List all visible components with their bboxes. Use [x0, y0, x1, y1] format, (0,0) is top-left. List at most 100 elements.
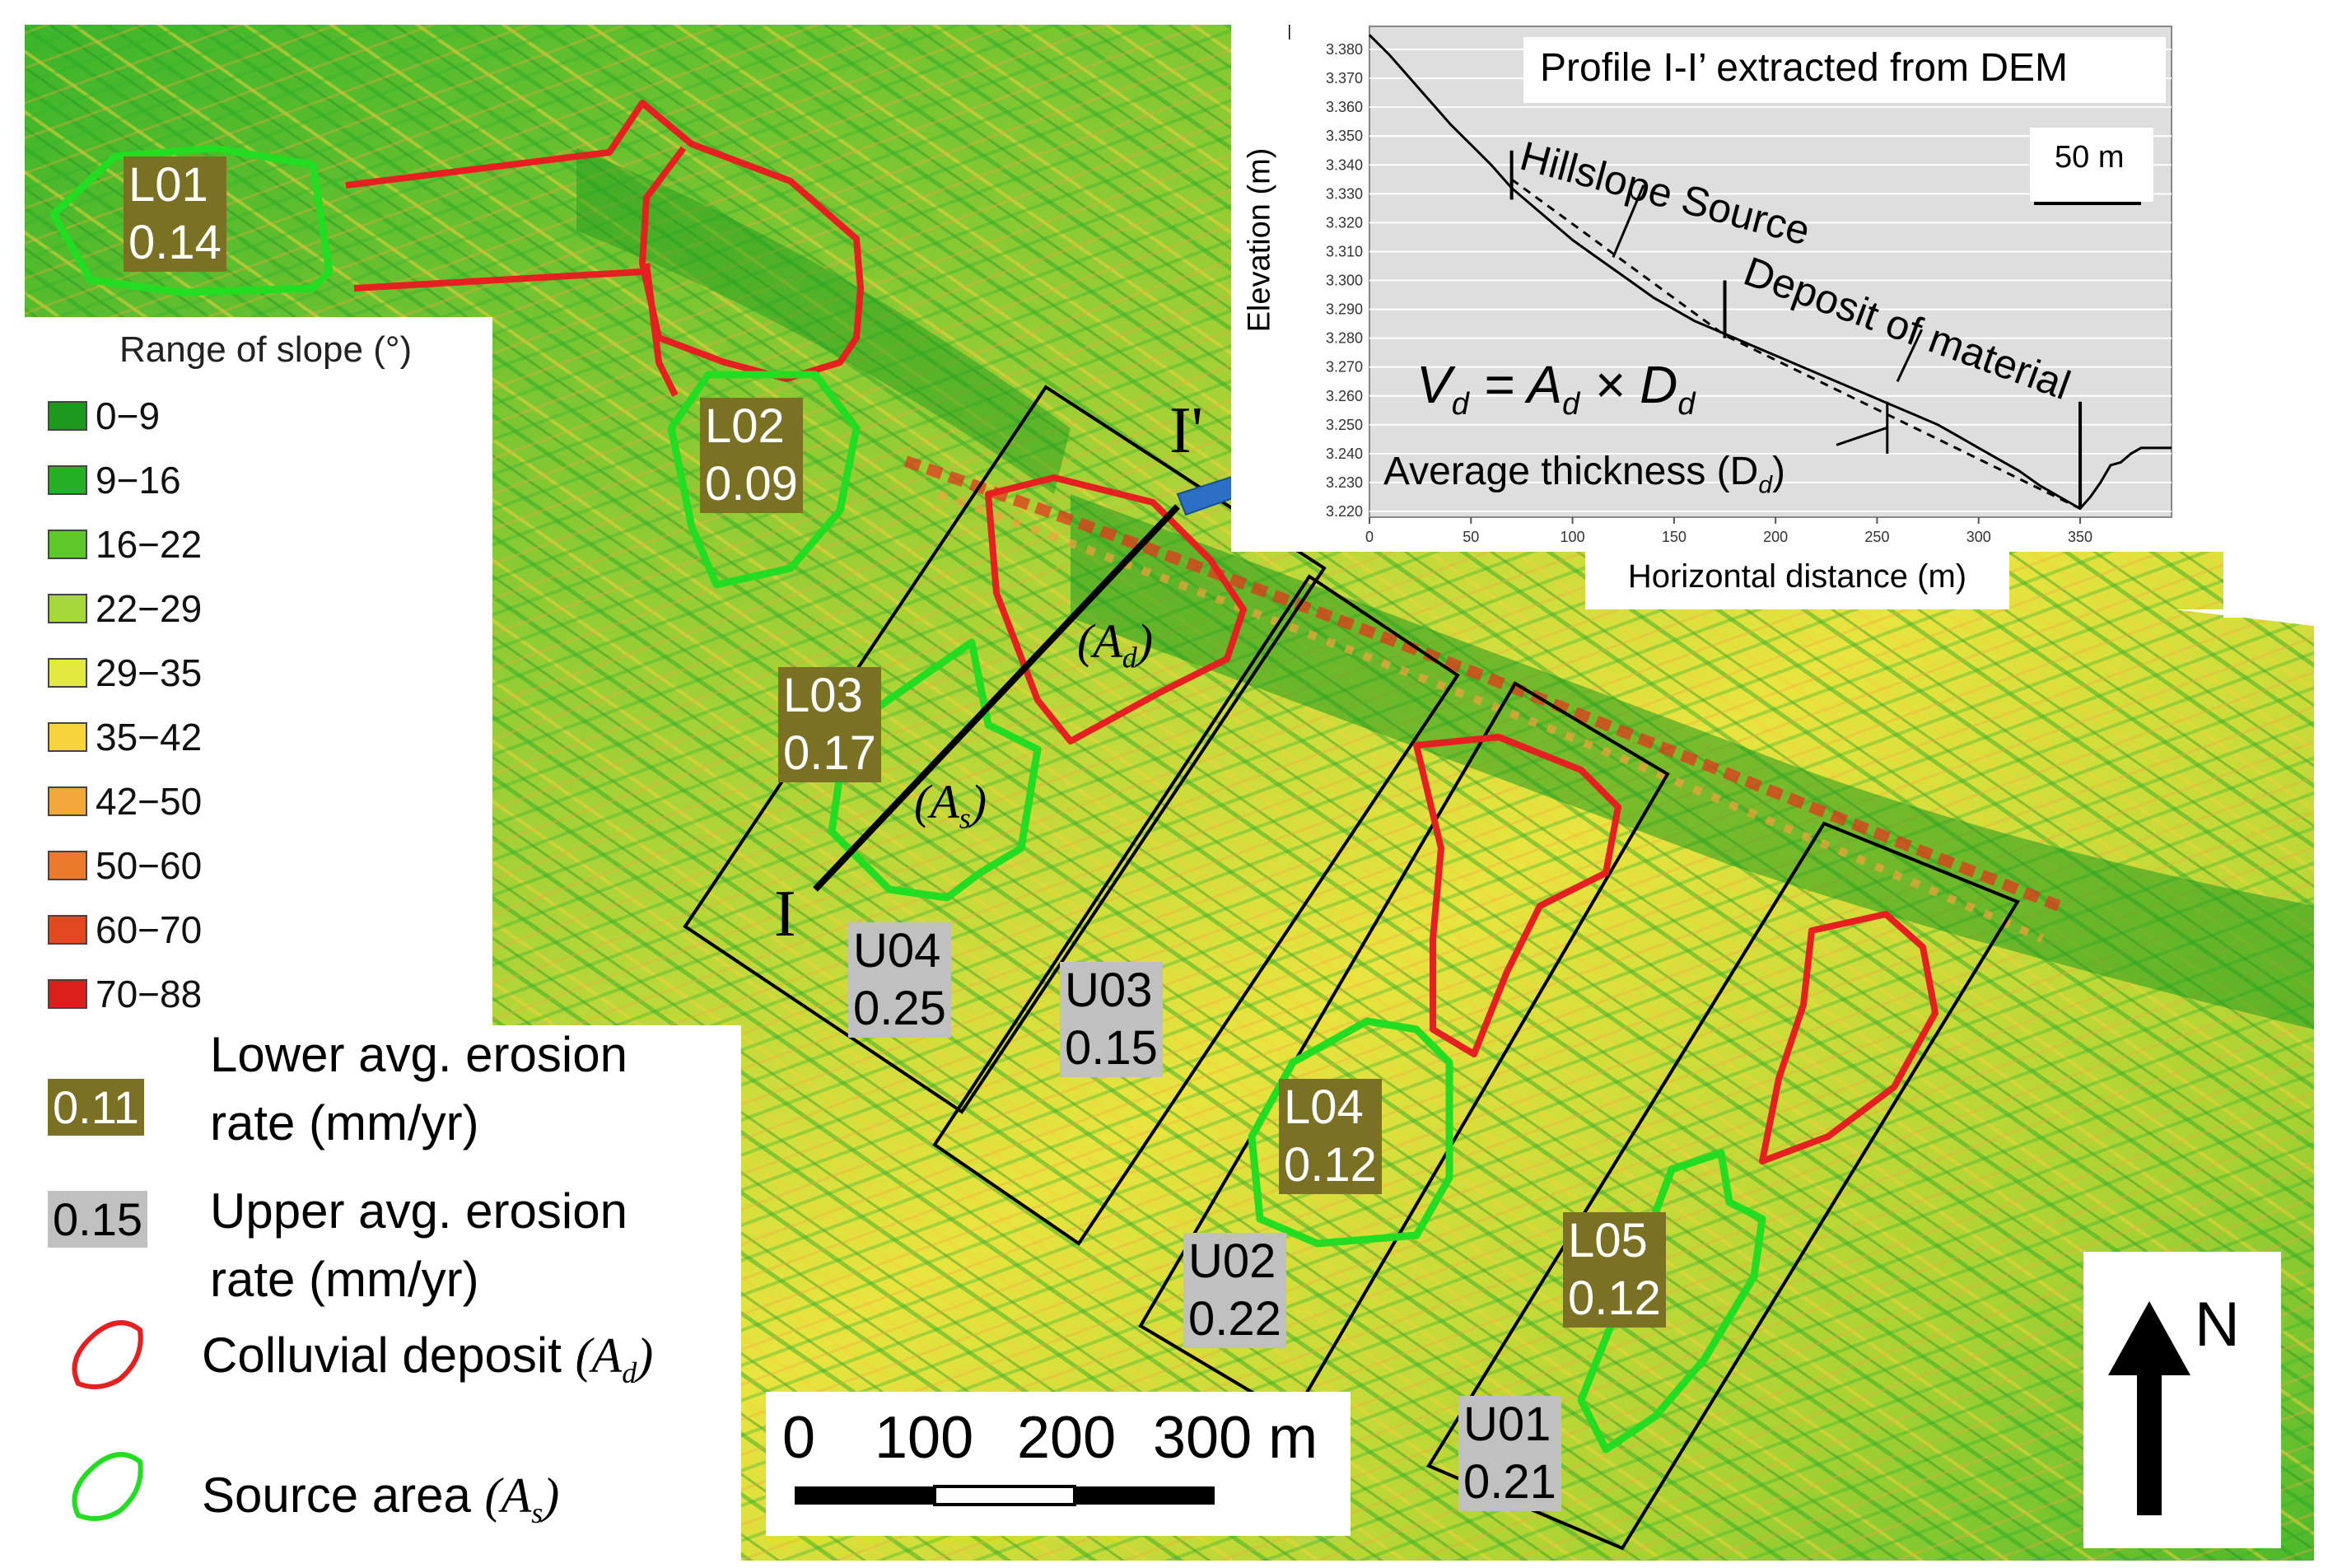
profile-x-tick: 300	[1966, 529, 1991, 545]
profile-y-tick: 3.380	[1326, 41, 1363, 58]
slope-legend-swatch	[48, 465, 87, 495]
profile-xlabel-box	[1585, 544, 2009, 609]
strip-u04	[683, 385, 1327, 1114]
site-label-l04: L04 0.12	[1279, 1079, 1382, 1194]
profile-y-tick: 3.350	[1326, 128, 1363, 144]
scale-label-200: 200	[1017, 1405, 1117, 1471]
profile-y-tick: 3.260	[1326, 388, 1363, 404]
legend-lower-text-2: rate (mm/yr)	[210, 1095, 479, 1150]
profile-start-label: I	[774, 878, 796, 950]
slope-legend-label: 42−50	[96, 780, 203, 823]
profile-y-tick: 3.370	[1326, 70, 1363, 86]
profile-ylabel-box	[1231, 107, 1289, 362]
legend-upper-text-2: rate (mm/yr)	[210, 1252, 479, 1307]
legend-colluvial-text: Colluvial deposit (Ad)	[202, 1328, 654, 1389]
slope-legend-label: 50−60	[96, 844, 203, 887]
scale-label-0: 0	[782, 1405, 816, 1471]
deposit-l01-l02	[345, 100, 864, 397]
slope-legend-swatch	[48, 658, 87, 688]
slope-legend-label: 70−88	[96, 973, 203, 1015]
slope-legend-label: 29−35	[96, 651, 203, 694]
annotation-as: (As)	[914, 775, 987, 835]
profile-y-tick: 3.280	[1326, 330, 1363, 347]
north-arrow-box	[2083, 1252, 2281, 1548]
north-label: N	[2195, 1290, 2240, 1360]
profile-y-tick: 3.360	[1326, 99, 1363, 115]
legend-lower-sample: 0.11	[48, 1079, 144, 1136]
profile-y-tick: 3.330	[1326, 185, 1363, 202]
north-arrow-icon	[2108, 1301, 2190, 1515]
strip-u02	[1138, 681, 1670, 1419]
profile-plot-frame	[1369, 26, 2172, 518]
source-l02	[667, 371, 861, 589]
slope-legend-swatch	[48, 722, 87, 752]
analysis-strips	[683, 385, 2020, 1551]
profile-x-tick: 150	[1662, 529, 1687, 545]
slope-legend-title: Range of slope (°)	[119, 329, 413, 370]
site-label-u04: U04 0.25	[848, 922, 951, 1038]
profile-y-tick: 3.230	[1326, 474, 1363, 491]
slope-legend-swatch	[48, 851, 87, 880]
slope-legend-item: 0−9	[48, 394, 160, 437]
profile-x-tick: 50	[1463, 529, 1479, 545]
site-label-l03: L03 0.17	[778, 667, 881, 782]
deposit-l04	[1413, 734, 1621, 1057]
profile-x-tick: 0	[1365, 529, 1374, 545]
profile-y-tick: 3.290	[1326, 301, 1363, 318]
profile-y-tick: 3.320	[1326, 214, 1363, 231]
source-l04	[1248, 1017, 1453, 1248]
slope-legend-label: 0−9	[96, 394, 161, 437]
profile-x-tick: 250	[1864, 529, 1889, 545]
legend-upper-sample: 0.15	[48, 1191, 147, 1248]
profile-formula: Vd = Ad × Dd	[1416, 355, 1696, 422]
site-label-l01: L01 0.14	[124, 156, 226, 272]
legend-colluvial-symbol	[72, 1320, 143, 1389]
profile-scale-box	[2030, 128, 2153, 202]
legend-upper-text-1: Upper avg. erosion	[210, 1183, 627, 1239]
site-label-l05: L05 0.12	[1563, 1212, 1666, 1328]
strip-u03	[932, 574, 1460, 1246]
slope-legend-swatch	[48, 594, 87, 623]
legend-source-symbol	[72, 1452, 143, 1521]
profile-title-box	[1523, 37, 2166, 103]
profile-normal-arrow	[1896, 329, 1924, 382]
slope-legend-item: 70−88	[48, 973, 202, 1015]
profile-y-tick: 3.220	[1326, 503, 1363, 520]
profile-x-tick: 200	[1763, 529, 1788, 545]
profile-y-tick: 3.250	[1326, 417, 1363, 433]
profile-xlabel: Horizontal distance (m)	[1627, 558, 1967, 595]
profile-y-tick: 3.300	[1326, 273, 1363, 289]
slope-legend-label: 9−16	[96, 459, 181, 502]
profile-ylabel: Elevation (m)	[1242, 147, 1277, 333]
slope-legend-swatch	[48, 979, 87, 1009]
scale-label-300: 300 m	[1153, 1405, 1318, 1471]
slope-legend-label: 22−29	[96, 587, 203, 630]
slope-legend-item: 16−22	[48, 523, 202, 566]
profile-thickness-arrow	[1836, 426, 1888, 446]
source-l03	[828, 638, 1042, 902]
strip-u01	[1426, 821, 2020, 1551]
slope-legend-swatch	[48, 786, 87, 816]
slope-legend-label: 35−42	[96, 716, 203, 758]
profile-y-tick: 3.270	[1326, 359, 1363, 376]
slope-legend-swatch	[48, 401, 87, 431]
site-label-u02: U02 0.22	[1183, 1233, 1286, 1348]
profile-y-tick: 3.340	[1326, 156, 1363, 173]
profile-elevation-line	[1368, 34, 2172, 511]
profile-end-label: I'	[1169, 394, 1204, 467]
profile-title: Profile I-I’ extracted from DEM	[1540, 46, 2069, 90]
profile-y-tick: 3.240	[1326, 446, 1363, 462]
site-label-l02: L02 0.09	[700, 398, 803, 513]
slope-legend-item: 22−29	[48, 587, 202, 630]
site-label-u01: U01 0.21	[1458, 1396, 1561, 1511]
slope-legend-item: 35−42	[48, 716, 202, 758]
profile-x-tick: 350	[2068, 529, 2092, 545]
slope-legend	[25, 317, 492, 1025]
deposit-l05	[1759, 911, 1938, 1164]
profile-thickness-label: Average thickness (Dd)	[1383, 450, 1785, 499]
slope-legend-item: 60−70	[48, 908, 202, 951]
profile-scale-line	[2034, 202, 2141, 205]
slope-legend-item: 9−16	[48, 459, 181, 502]
profile-plot-area	[1369, 26, 2172, 517]
profile-line	[813, 504, 1180, 892]
